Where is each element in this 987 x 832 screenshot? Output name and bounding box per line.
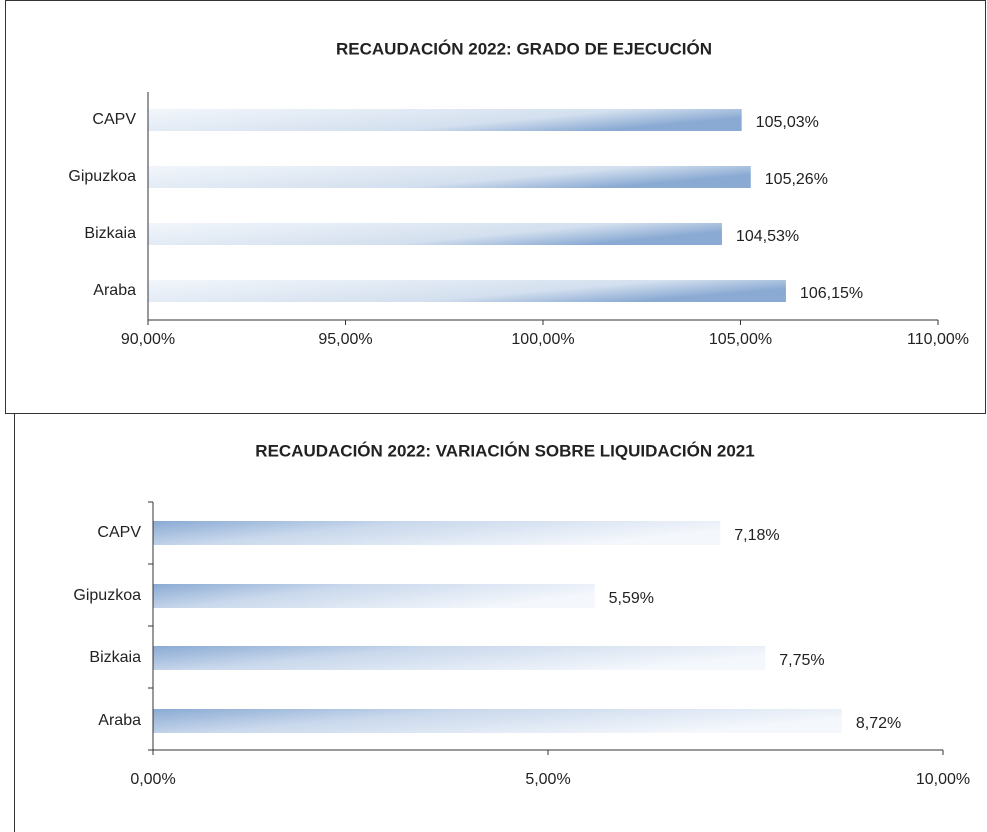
x-tick-label: 90,00% (121, 331, 175, 348)
x-tick-label: 100,00% (511, 331, 574, 348)
bar (148, 109, 742, 131)
data-label: 105,26% (765, 171, 828, 188)
y-tick-label: CAPV (92, 111, 136, 128)
y-tick-label: Gipuzkoa (73, 587, 141, 604)
data-label: 8,72% (856, 715, 901, 732)
x-tick-label: 0,00% (130, 771, 175, 788)
x-tick-label: 5,00% (525, 771, 570, 788)
bar (148, 166, 751, 188)
bar (153, 584, 595, 608)
data-label: 104,53% (736, 228, 799, 245)
x-tick-label: 10,00% (916, 771, 970, 788)
x-tick-label: 95,00% (318, 331, 372, 348)
data-label: 105,03% (756, 114, 819, 131)
data-label: 106,15% (800, 285, 863, 302)
x-tick-label: 110,00% (907, 331, 969, 348)
y-tick-label: Gipuzkoa (68, 168, 136, 185)
data-label: 7,18% (734, 527, 779, 544)
y-tick-label: Araba (98, 712, 141, 729)
bar (153, 709, 842, 733)
chart-frame (5, 0, 986, 414)
bar (153, 521, 721, 545)
data-label: 7,75% (779, 652, 824, 669)
bar (148, 280, 786, 302)
y-tick-label: Araba (93, 282, 136, 299)
x-tick-label: 105,00% (709, 331, 772, 348)
chart-title: RECAUDACIÓN 2022: GRADO DE EJECUCIÓN (336, 39, 712, 58)
data-label: 5,59% (609, 590, 654, 607)
y-tick-label: CAPV (97, 524, 141, 541)
bar (153, 646, 766, 670)
y-tick-label: Bizkaia (89, 649, 141, 666)
bar (148, 223, 722, 245)
chart-title: RECAUDACIÓN 2022: VARIACIÓN SOBRE LIQUID… (255, 441, 754, 460)
y-tick-label: Bizkaia (84, 225, 136, 242)
